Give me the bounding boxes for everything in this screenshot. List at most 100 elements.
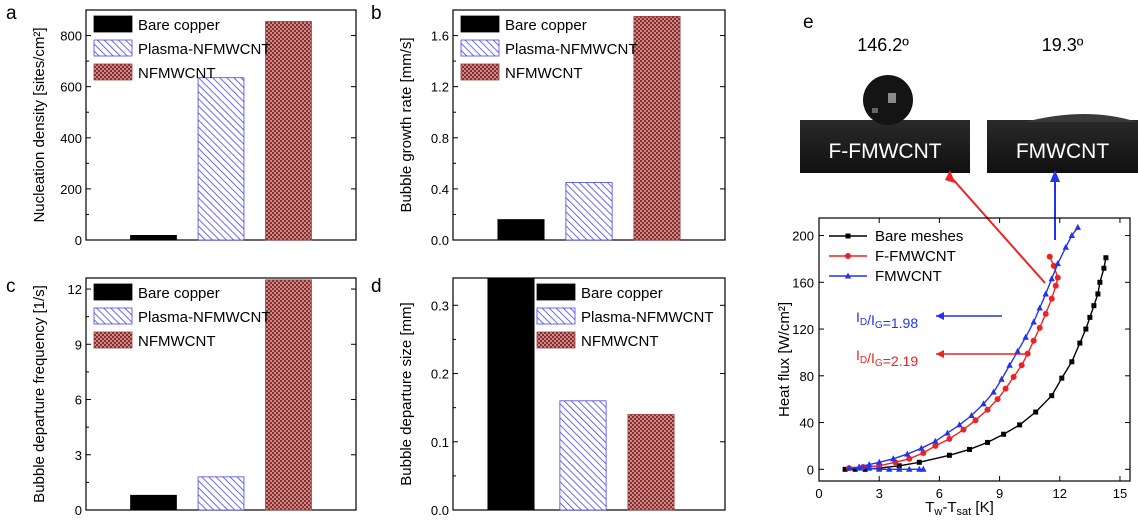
y-tick-label: 600 bbox=[60, 80, 82, 95]
series-fmwcnt-low bbox=[845, 464, 927, 472]
droplet-highlight bbox=[888, 93, 896, 103]
data-point bbox=[1087, 314, 1093, 320]
y-tick-label: 0 bbox=[807, 462, 814, 477]
y-tick-label: 80 bbox=[800, 369, 814, 384]
data-point bbox=[1097, 279, 1103, 285]
data-point bbox=[1103, 255, 1109, 261]
data-point bbox=[1042, 290, 1049, 297]
data-point bbox=[875, 465, 883, 472]
substrate bbox=[800, 120, 970, 173]
contact-angle-photo-1: 146.2º F-FMWCNT bbox=[800, 35, 970, 173]
data-point bbox=[1033, 409, 1039, 415]
data-point bbox=[1001, 431, 1007, 437]
panel-letter: e bbox=[803, 12, 814, 33]
legend-label: NFMWCNT bbox=[505, 65, 582, 82]
data-point bbox=[842, 466, 848, 472]
data-point bbox=[1077, 340, 1083, 346]
contact-angle-value: 146.2º bbox=[857, 35, 909, 55]
bar-nfmwcnt bbox=[627, 414, 675, 511]
data-point bbox=[1036, 304, 1043, 311]
data-point bbox=[852, 466, 858, 472]
line-panel-e: 146.2º F-FMWCNT 19.3º FMWCNT e 0 3 6 9 12 15 0 40 80 1… bbox=[776, 12, 1138, 518]
legend-swatch bbox=[460, 39, 500, 57]
y-tick-label: 12 bbox=[68, 282, 82, 297]
legend-swatch bbox=[460, 63, 500, 81]
legend-swatch bbox=[93, 63, 133, 81]
data-point bbox=[966, 446, 972, 452]
legend-swatch bbox=[93, 307, 133, 325]
data-point bbox=[932, 442, 939, 449]
data-point bbox=[1030, 318, 1037, 325]
legend-marker bbox=[845, 253, 851, 259]
legend-label: Bare copper bbox=[581, 285, 663, 302]
data-point bbox=[994, 396, 1001, 403]
y-tick-label: 0 bbox=[75, 503, 82, 518]
red-arrow-head bbox=[945, 170, 955, 183]
data-point bbox=[1068, 232, 1076, 239]
y-axis-label: Nucleation density [sites/cm²] bbox=[31, 27, 48, 222]
data-point bbox=[1095, 291, 1101, 297]
legend-label: Plasma-NFMWCNT bbox=[505, 41, 638, 58]
legend-swatch bbox=[460, 15, 500, 33]
sample-label: F-FMWCNT bbox=[828, 140, 941, 163]
data-point bbox=[1030, 337, 1037, 344]
data-point bbox=[1101, 265, 1107, 271]
data-point bbox=[1074, 223, 1082, 230]
legend-label: NFMWCNT bbox=[581, 333, 658, 350]
data-point bbox=[865, 461, 873, 468]
data-point bbox=[1050, 262, 1057, 269]
y-tick-label: 400 bbox=[60, 131, 82, 146]
contact-angle-photo-2: 19.3º FMWCNT bbox=[987, 35, 1138, 173]
legend-swatch bbox=[536, 331, 576, 349]
y-tick-label: 0.1 bbox=[431, 435, 449, 450]
legend-label: NFMWCNT bbox=[138, 65, 215, 82]
data-point bbox=[1017, 422, 1023, 428]
contact-angle-value: 19.3º bbox=[1042, 35, 1084, 55]
data-point bbox=[1014, 347, 1021, 354]
x-tick-label: 12 bbox=[1053, 486, 1067, 501]
bar-nfmwcnt bbox=[265, 279, 312, 511]
data-point bbox=[932, 437, 939, 444]
data-point bbox=[1018, 362, 1025, 369]
legend-swatch bbox=[93, 15, 133, 33]
y-tick-label: 6 bbox=[75, 393, 82, 408]
data-point bbox=[862, 466, 868, 472]
legend-label: Bare copper bbox=[138, 17, 220, 34]
data-point bbox=[944, 429, 951, 436]
x-tick-label: 6 bbox=[936, 486, 943, 501]
x-tick-label: 3 bbox=[876, 486, 883, 501]
panel-letter: a bbox=[6, 3, 17, 24]
bar-panel-a: 0 200 400 600 800 Bare copper Plasma-NFMWCNT NF… bbox=[6, 3, 357, 248]
bar-panel-b: 0.0 0.4 0.8 1.2 1.6 Bare copper Plasma-NFMWCNT… bbox=[371, 3, 726, 248]
data-point bbox=[920, 449, 927, 456]
data-point bbox=[1048, 295, 1055, 302]
data-point bbox=[845, 464, 853, 471]
bar-bare-copper bbox=[497, 219, 545, 241]
panel-letter: b bbox=[371, 3, 382, 24]
legend-label: Plasma-NFMWCNT bbox=[138, 309, 271, 326]
series-line bbox=[858, 226, 1079, 468]
bar-nfmwcnt bbox=[265, 21, 312, 241]
data-point bbox=[990, 388, 997, 395]
data-point bbox=[1062, 243, 1069, 250]
data-point bbox=[916, 465, 923, 472]
droplet bbox=[1025, 114, 1137, 122]
x-tick-label: 0 bbox=[815, 486, 822, 501]
legend-entry: FMWCNT bbox=[829, 268, 942, 285]
y-tick-label: 0.4 bbox=[431, 182, 449, 197]
bar-plasma-nfmwcnt bbox=[565, 182, 613, 241]
ratio-arrow-head bbox=[936, 312, 944, 320]
data-point bbox=[1002, 385, 1009, 392]
intensity-ratio-label: ID/IG=2.19 bbox=[856, 347, 918, 369]
legend-label: Plasma-NFMWCNT bbox=[138, 41, 271, 58]
legend-swatch bbox=[536, 307, 576, 325]
y-tick-label: 0 bbox=[75, 233, 82, 248]
plot-frame bbox=[818, 217, 1131, 482]
data-point bbox=[960, 426, 967, 433]
bar-bare-copper bbox=[487, 277, 535, 511]
legend-swatch bbox=[536, 283, 576, 301]
data-point bbox=[946, 435, 953, 442]
data-point bbox=[896, 463, 902, 469]
legend-swatch bbox=[93, 283, 133, 301]
